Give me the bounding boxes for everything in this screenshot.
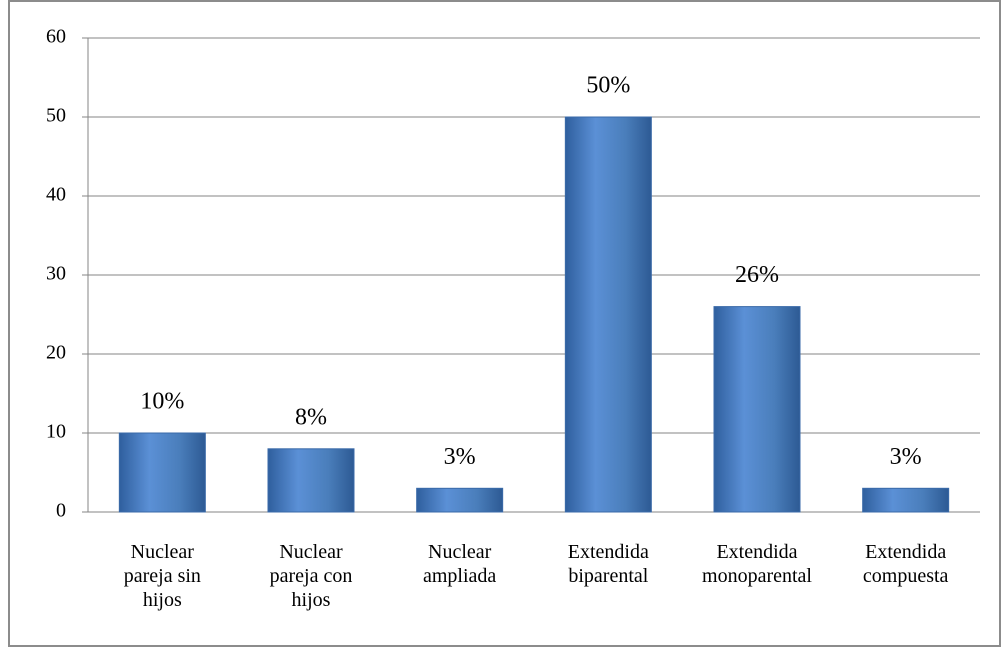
bar [267,448,355,513]
bar [564,116,652,513]
data-label: 3% [890,444,922,470]
y-tick-label: 0 [56,500,66,522]
data-label: 8% [295,404,327,430]
y-tick-label: 40 [46,184,66,206]
x-tick-label: Nuclear ampliada [423,541,497,587]
y-tick-label: 20 [46,342,66,364]
x-tick-label: Nuclear pareja sin hijos [123,541,201,611]
x-tick-label: Extendida monoparental [702,541,812,587]
data-label: 50% [586,73,630,99]
x-tick-label: Extendida compuesta [862,541,949,587]
data-label: 3% [444,444,476,470]
y-tick-label: 50 [46,105,66,127]
bar [118,432,206,513]
y-tick-label: 10 [46,421,66,443]
y-tick-label: 60 [46,26,66,48]
bar [713,306,801,513]
x-tick-label: Nuclear pareja con hijos [269,541,353,611]
data-label: 10% [140,389,184,415]
x-tick-label: Extendida biparental [567,541,649,587]
bar [862,487,950,513]
y-tick-label: 30 [46,263,66,285]
bar [416,487,504,513]
data-label: 26% [735,262,779,288]
chart-frame [8,0,1001,647]
